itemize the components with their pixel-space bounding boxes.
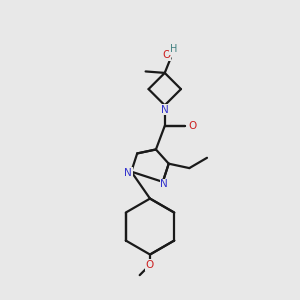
Text: O: O: [189, 121, 197, 131]
Text: O: O: [146, 260, 154, 270]
Text: N: N: [160, 179, 168, 189]
Text: O: O: [162, 50, 170, 60]
Text: N: N: [161, 105, 169, 115]
Text: N: N: [124, 168, 132, 178]
Text: H: H: [170, 44, 177, 54]
